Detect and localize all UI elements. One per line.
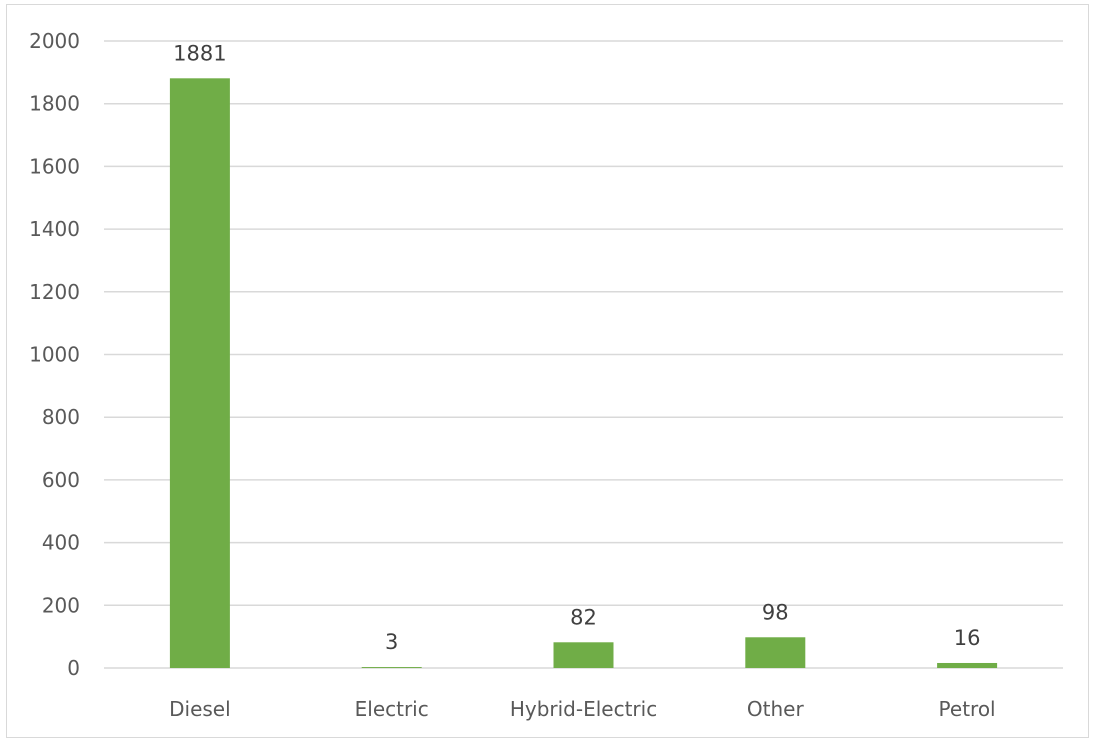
bar-petrol [937, 662, 998, 668]
data-label-diesel: 1881 [173, 41, 226, 65]
y-tick-label: 1400 [29, 217, 80, 241]
x-tick-label-petrol: Petrol [939, 697, 996, 721]
data-label-hybrid-electric: 82 [570, 605, 597, 629]
x-tick-label-hybrid-electric: Hybrid-Electric [510, 697, 657, 721]
data-label-electric: 3 [385, 630, 398, 654]
bar-diesel [169, 78, 230, 668]
y-tick-label: 1000 [29, 343, 80, 367]
gridlines [104, 40, 1063, 669]
y-tick-label: 800 [42, 405, 80, 429]
y-tick-label: 0 [67, 656, 80, 680]
x-axis-tick-labels: Diesel Electric Hybrid-Electric Other Petrol [169, 697, 996, 721]
data-labels: 1881 3 82 98 16 [173, 41, 980, 654]
y-tick-label: 600 [42, 468, 80, 492]
data-label-petrol: 16 [954, 626, 981, 650]
y-tick-label: 1600 [29, 154, 80, 178]
x-tick-label-other: Other [747, 697, 805, 721]
y-tick-label: 2000 [29, 29, 80, 53]
data-label-other: 98 [762, 600, 789, 624]
y-axis-tick-labels: 0 200 400 600 800 1000 1200 1400 1600 1800 2000 [29, 29, 80, 680]
bar-other [745, 637, 806, 668]
y-tick-label: 1800 [29, 92, 80, 116]
y-tick-label: 200 [42, 593, 80, 617]
y-tick-label: 400 [42, 531, 80, 555]
bar-electric [361, 667, 422, 668]
bars [169, 78, 998, 668]
x-tick-label-diesel: Diesel [169, 697, 231, 721]
x-tick-label-electric: Electric [355, 697, 429, 721]
bar-hybrid-electric [553, 642, 614, 668]
y-tick-label: 1200 [29, 280, 80, 304]
